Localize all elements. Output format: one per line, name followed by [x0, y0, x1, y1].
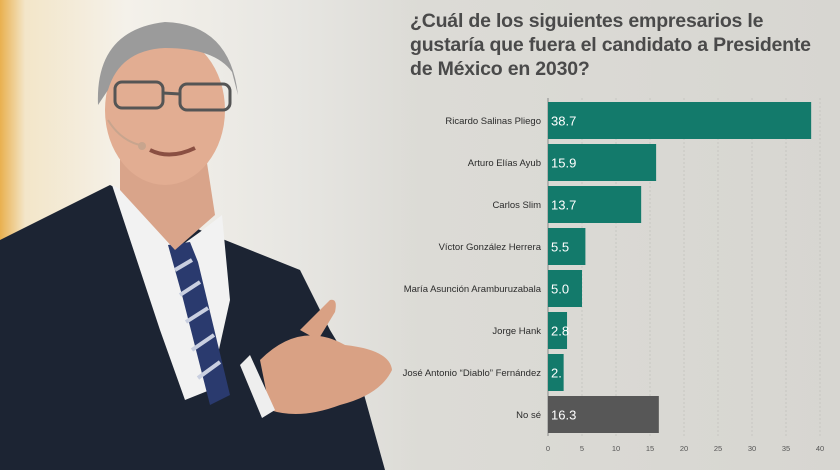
- bar: [548, 186, 642, 223]
- bar: [548, 102, 812, 139]
- bar: [548, 270, 582, 307]
- bar: [548, 228, 586, 265]
- bar: [548, 354, 564, 391]
- category-label: Víctor González Herrera: [439, 242, 542, 253]
- category-label: Jorge Hank: [492, 326, 541, 337]
- category-label: María Asunción Aramburuzabala: [404, 284, 542, 295]
- bar: [548, 144, 657, 181]
- x-tick-label: 35: [782, 444, 790, 453]
- bar: [548, 312, 568, 349]
- chart-title: ¿Cuál de los siguientes empresarios le g…: [410, 10, 811, 80]
- value-label: 2.8: [551, 324, 569, 339]
- chart-panel: [400, 0, 840, 470]
- category-label: Ricardo Salinas Pliego: [445, 116, 541, 127]
- value-label: 2.: [551, 366, 562, 381]
- value-label: 13.7: [551, 198, 576, 213]
- category-label: No sé: [516, 410, 541, 421]
- bar: [548, 396, 659, 433]
- speaker-photo: [0, 0, 420, 470]
- speaker-illustration: [0, 22, 392, 470]
- category-label: Arturo Elías Ayub: [468, 158, 541, 169]
- value-label: 16.3: [551, 408, 576, 423]
- value-label: 38.7: [551, 114, 576, 129]
- x-tick-label: 30: [748, 444, 756, 453]
- x-tick-label: 0: [546, 444, 550, 453]
- category-label: Carlos Slim: [492, 200, 541, 211]
- x-tick-label: 40: [816, 444, 824, 453]
- category-label: José Antonio “Diablo” Fernández: [403, 368, 542, 379]
- value-label: 5.5: [551, 240, 569, 255]
- x-tick-label: 10: [612, 444, 620, 453]
- value-label: 15.9: [551, 156, 576, 171]
- x-tick-label: 25: [714, 444, 722, 453]
- x-tick-label: 20: [680, 444, 688, 453]
- value-label: 5.0: [551, 282, 569, 297]
- x-tick-label: 5: [580, 444, 584, 453]
- x-tick-label: 15: [646, 444, 654, 453]
